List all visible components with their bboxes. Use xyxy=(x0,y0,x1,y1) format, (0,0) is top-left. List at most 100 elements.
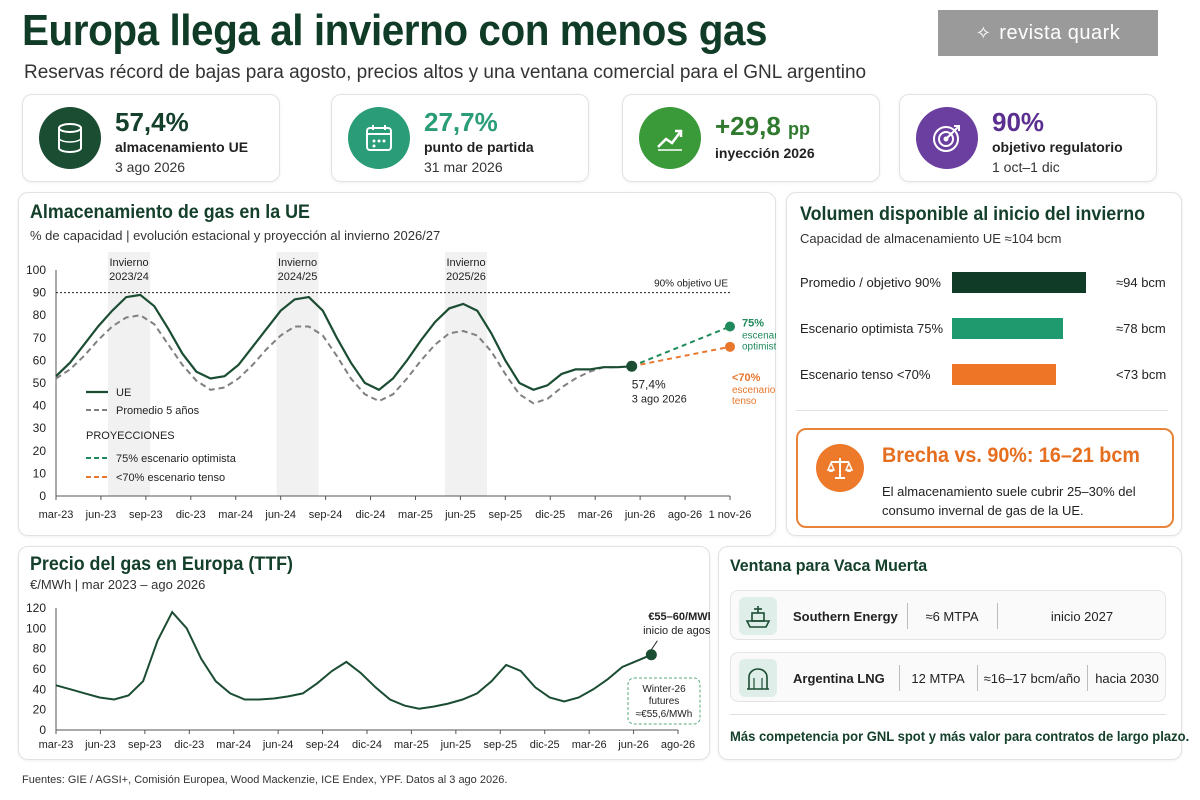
x-tick-label: jun-25 xyxy=(444,509,476,521)
projection-end-point xyxy=(725,341,735,352)
divider xyxy=(796,410,1168,411)
price-chart: 0 20 40 60 80 100 120 mar-23 jun-23 sep-23 dic-23 m… xyxy=(26,601,710,751)
target-icon xyxy=(916,107,978,169)
current-point xyxy=(626,360,638,372)
current-point-label: 57,4% xyxy=(632,377,666,391)
kpi-card-start: 27,7% punto de partida 31 mar 2026 xyxy=(331,94,589,182)
vm-row-argentina-lng: Argentina LNG 12 MTPA ≈16–17 bcm/año hac… xyxy=(730,652,1166,702)
vm-separator xyxy=(1087,665,1088,691)
y-tick-label: 30 xyxy=(33,421,47,435)
volume-title: Volumen disponible al inicio del inviern… xyxy=(800,204,1146,225)
vm-capacity: 12 MTPA xyxy=(911,670,965,686)
x-tick-label: dic-25 xyxy=(535,509,565,521)
kpi-card-target: 90% objetivo regulatorio 1 oct–1 dic xyxy=(899,94,1157,182)
x-tick-label: mar-23 xyxy=(39,739,74,751)
vm-start: inicio 2027 xyxy=(1050,608,1114,624)
x-tick-label: mar-23 xyxy=(39,509,74,521)
kpi-value-number: +29,8 xyxy=(715,111,781,141)
y-tick-label: 0 xyxy=(39,489,46,503)
ship-icon xyxy=(739,597,777,635)
futures-box xyxy=(627,677,701,725)
series-line-ue xyxy=(55,293,632,392)
x-tick-label: sep-24 xyxy=(309,509,343,521)
storage-chart-subtitle: % de capacidad | evolución estacional y … xyxy=(30,228,441,243)
page-title: Europa llega al invierno con menos gas xyxy=(22,6,768,55)
quark-logo-icon: ✧ xyxy=(975,22,992,43)
projection-label: tenso xyxy=(732,396,757,407)
x-tick-label: dic-25 xyxy=(530,739,560,751)
cylinder-icon xyxy=(39,107,101,169)
x-tick-label: sep-25 xyxy=(489,509,523,521)
gap-text: El almacenamiento suele cubrir 25–30% de… xyxy=(882,484,1136,518)
logo-text: revista quark xyxy=(999,21,1121,44)
trend-up-icon xyxy=(639,107,701,169)
x-tick-label: mar-25 xyxy=(394,739,429,751)
brand-logo[interactable]: ✧ revista quark xyxy=(938,10,1158,56)
y-tick-label: 40 xyxy=(33,399,47,413)
x-tick-label: jun-26 xyxy=(624,509,656,521)
gap-callout: Brecha vs. 90%: 16–21 bcm El almacenamie… xyxy=(796,428,1174,528)
current-point-label: 3 ago 2026 xyxy=(632,393,687,405)
vm-row-southern: Southern Energy ≈6 MTPA inicio 2027 xyxy=(730,590,1166,640)
vm-footer: Más competencia por GNL spot y más valor… xyxy=(730,728,1190,744)
gap-title: Brecha vs. 90%: 16–21 bcm xyxy=(882,444,1140,467)
vaca-muerta-title: Ventana para Vaca Muerta xyxy=(730,556,928,575)
kpi-label: inyección 2026 xyxy=(715,145,815,161)
target-line-label: 90% objetivo UE xyxy=(654,279,728,290)
storage-chart: Invierno 2023/24 Invierno 2024/25 Invierno 20… xyxy=(26,252,776,521)
volume-bar xyxy=(952,364,1057,385)
x-tick-label: ago-26 xyxy=(661,739,695,751)
x-tick-label: jun-23 xyxy=(84,739,116,751)
legend-section-title: PROYECCIONES xyxy=(86,430,175,442)
winter-band-label: 2024/25 xyxy=(278,271,318,283)
y-tick-label: 80 xyxy=(33,642,47,656)
kpi-value: 27,7% xyxy=(424,107,498,137)
x-tick-label: 1 nov-26 xyxy=(709,509,752,521)
x-tick-label: ago-26 xyxy=(668,509,702,521)
projection-end-point xyxy=(725,321,735,332)
winter-band-label: Invierno xyxy=(109,257,148,269)
lng-tank-icon xyxy=(739,659,777,697)
x-tick-label: dic-24 xyxy=(356,509,386,521)
y-tick-label: 90 xyxy=(33,286,47,300)
x-tick-label: jun-24 xyxy=(262,739,294,751)
vm-start: hacia 2030 xyxy=(1095,670,1159,686)
price-chart-panel xyxy=(18,546,710,760)
projection-label: 75% xyxy=(742,318,764,330)
x-tick-label: dic-23 xyxy=(176,509,206,521)
projection-label: escenario xyxy=(742,331,776,342)
winter-band-label: 2023/24 xyxy=(109,271,149,283)
futures-label: Winter-26 xyxy=(642,684,686,695)
x-tick-label: jun-24 xyxy=(264,509,296,521)
x-tick-label: sep-24 xyxy=(306,739,340,751)
legend-label: Promedio 5 años xyxy=(116,405,200,417)
y-tick-label: 0 xyxy=(39,723,46,737)
y-tick-label: 20 xyxy=(33,444,47,458)
kpi-card-injection: +29,8 pp inyección 2026 xyxy=(622,94,880,182)
x-tick-label: dic-23 xyxy=(174,739,204,751)
price-chart-subtitle: €/MWh | mar 2023 – ago 2026 xyxy=(30,577,206,592)
kpi-label: objetivo regulatorio xyxy=(992,139,1123,155)
callout-label: inicio de agosto xyxy=(643,625,710,637)
kpi-label: almacenamiento UE xyxy=(115,139,249,155)
storage-chart-title: Almacenamiento de gas en la UE xyxy=(30,202,310,223)
vm-separator xyxy=(907,603,908,629)
x-tick-label: mar-25 xyxy=(398,509,433,521)
vm-extra: ≈16–17 bcm/año xyxy=(983,670,1081,686)
projection-line-0 xyxy=(631,325,731,368)
page-subtitle: Reservas récord de bajas para agosto, pr… xyxy=(24,62,867,83)
y-tick-label: 60 xyxy=(33,353,47,367)
projection-label: escenario xyxy=(732,385,776,396)
divider xyxy=(730,714,1166,715)
x-tick-label: mar-24 xyxy=(218,509,253,521)
series-line-ttf xyxy=(55,610,652,710)
legend-label: 75% escenario optimista xyxy=(116,453,237,465)
volume-subtitle: Capacidad de almacenamiento UE ≈104 bcm xyxy=(800,231,1062,246)
volume-bar xyxy=(952,272,1086,293)
price-current-point xyxy=(645,649,657,661)
projection-line-1 xyxy=(631,345,731,368)
sources-note: Fuentes: GIE / AGSI+, Comisión Europea, … xyxy=(22,774,508,786)
volume-bar-value: ≈94 bcm xyxy=(1116,275,1166,290)
vm-project-name: Southern Energy xyxy=(793,608,898,624)
kpi-value: 57,4% xyxy=(115,107,189,137)
